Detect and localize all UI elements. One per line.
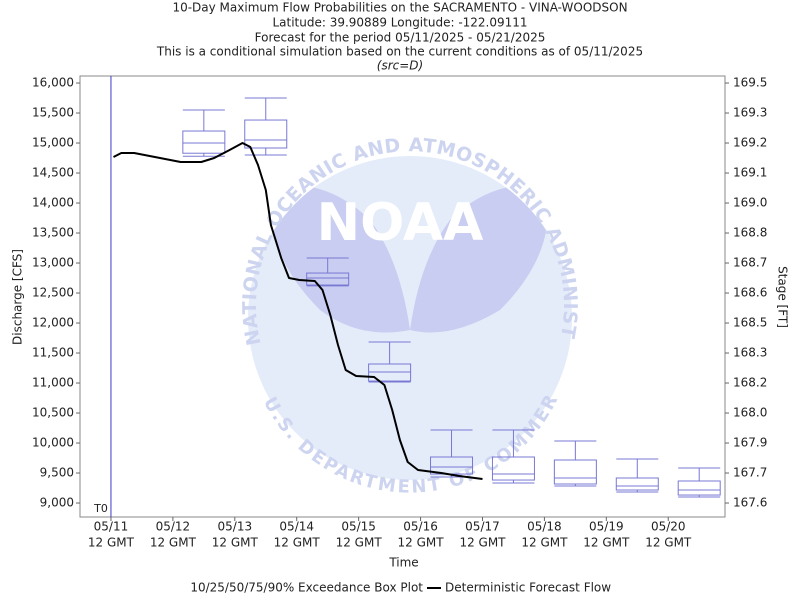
x-tick-label: 05/16 [403, 520, 438, 534]
x-tick-sublabel: 12 GMT [459, 536, 506, 550]
y-tick-label: 15,000 [32, 136, 74, 150]
y-tick-label: 13,500 [32, 226, 74, 240]
x-tick-sublabel: 12 GMT [583, 536, 630, 550]
y2-tick-label: 168.3 [733, 346, 767, 360]
y-tick-label: 11,000 [32, 376, 74, 390]
y-tick-label: 11,500 [32, 346, 74, 360]
x-tick-label: 05/14 [279, 520, 314, 534]
x-tick-label: 05/12 [156, 520, 191, 534]
source: (src=D) [377, 59, 423, 73]
box [615, 477, 659, 491]
x-tick-sublabel: 12 GMT [336, 536, 383, 550]
box [491, 456, 535, 481]
subtitle: Forecast for the period 05/11/2025 - 05/… [255, 31, 546, 45]
y2-tick-label: 167.6 [733, 496, 767, 510]
box [244, 119, 288, 149]
box [677, 480, 721, 496]
legend-label: 10/25/50/75/90% Exceedance Box Plot [190, 581, 423, 595]
y-tick-label: 15,500 [32, 106, 74, 120]
y2-tick-label: 169.2 [733, 136, 767, 150]
y2-tick-label: 168.5 [733, 316, 767, 330]
forecast-line [113, 142, 483, 480]
y2-tick-label: 168.2 [733, 376, 767, 390]
x-tick-label: 05/17 [465, 520, 500, 534]
x-tick-label: 05/20 [651, 520, 686, 534]
legend-label: Deterministic Forecast Flow [445, 581, 611, 595]
watermark-logo: NOAA [317, 193, 484, 253]
y-tick-label: 13,000 [32, 256, 74, 270]
y-tick-label: 9,500 [40, 466, 74, 480]
y2-tick-label: 169.3 [733, 106, 767, 120]
y-tick-label: 10,000 [32, 436, 74, 450]
x-tick-sublabel: 12 GMT [212, 536, 259, 550]
y-axis-label: Discharge [CFS] [11, 249, 25, 345]
subtitle: Latitude: 39.90889 Longitude: -122.09111 [272, 16, 527, 30]
x-tick-label: 05/11 [94, 520, 129, 534]
y2-tick-label: 167.9 [733, 436, 767, 450]
x-tick-sublabel: 12 GMT [398, 536, 445, 550]
y2-tick-label: 168.8 [733, 226, 767, 240]
x-tick-label: 05/13 [218, 520, 253, 534]
y2-tick-label: 167.7 [733, 466, 767, 480]
y-tick-label: 14,000 [32, 196, 74, 210]
y-tick-label: 16,000 [32, 76, 74, 90]
y2-tick-label: 168.7 [733, 256, 767, 270]
box [182, 130, 226, 154]
plot-frame [79, 75, 726, 518]
y-tick-label: 12,000 [32, 316, 74, 330]
watermark: NOAA NATIONAL OCEANIC AND ATMOSPHERIC AD… [0, 0, 581, 498]
y-tick-label: 14,500 [32, 166, 74, 180]
subtitle: This is a conditional simulation based o… [156, 45, 643, 59]
y2-axis-label: Stage [FT] [776, 266, 790, 328]
y2-tick-label: 169.1 [733, 166, 767, 180]
chart-title: 10-Day Maximum Flow Probabilities on the… [172, 1, 627, 15]
y2-tick-label: 168.6 [733, 286, 767, 300]
x-tick-sublabel: 12 GMT [645, 536, 692, 550]
x-tick-sublabel: 12 GMT [150, 536, 197, 550]
box [306, 272, 350, 286]
x-tick-label: 05/19 [589, 520, 624, 534]
x-tick-label: 05/15 [341, 520, 376, 534]
watermark-bird [272, 184, 548, 333]
x-tick-sublabel: 12 GMT [88, 536, 135, 550]
x-tick-sublabel: 12 GMT [274, 536, 321, 550]
x-axis-label: Time [388, 556, 418, 570]
y-tick-label: 10,500 [32, 406, 74, 420]
x-tick-label: 05/18 [527, 520, 562, 534]
t0-label: T0 [93, 502, 108, 515]
y-tick-label: 9,000 [40, 496, 74, 510]
y-tick-label: 12,500 [32, 286, 74, 300]
y2-tick-label: 169.0 [733, 196, 767, 210]
y2-tick-label: 168.0 [733, 406, 767, 420]
box [553, 459, 597, 485]
y2-tick-label: 169.5 [733, 76, 767, 90]
x-tick-sublabel: 12 GMT [521, 536, 568, 550]
